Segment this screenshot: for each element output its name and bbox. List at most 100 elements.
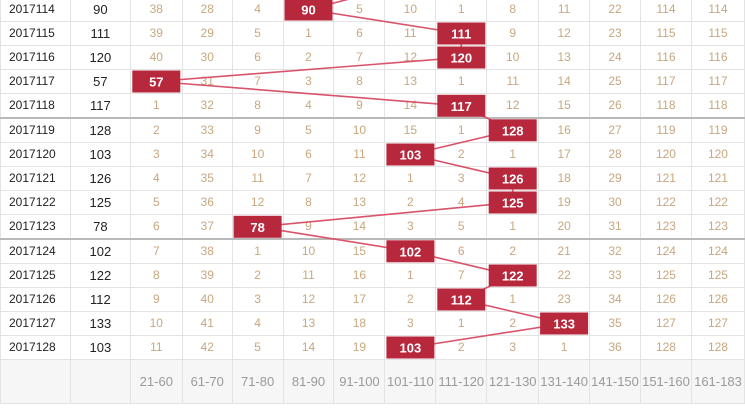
draw-value: 57 bbox=[69, 69, 131, 94]
issue-label: 2017114 bbox=[0, 0, 71, 22]
miss-count-cell: 23 bbox=[589, 21, 641, 46]
miss-count-cell: 24 bbox=[589, 45, 641, 70]
miss-count-cell: 125 bbox=[640, 263, 692, 288]
miss-count-cell: 12 bbox=[231, 190, 284, 215]
miss-count-cell: 14 bbox=[384, 93, 437, 119]
miss-count-cell: 33 bbox=[589, 263, 641, 288]
draw-value: 128 bbox=[69, 117, 131, 143]
miss-count-cell: 1 bbox=[231, 238, 284, 264]
miss-count-cell: 26 bbox=[589, 93, 641, 119]
table-row: 2017126 112 9 40 3 12 17 2 1 23 34 126 126 bbox=[0, 287, 745, 312]
miss-count-cell: 3 bbox=[129, 142, 183, 167]
miss-count-cell: 9 bbox=[486, 21, 540, 46]
miss-count-cell: 31 bbox=[589, 214, 641, 240]
draw-value: 120 bbox=[69, 45, 131, 70]
miss-count-cell: 120 bbox=[640, 142, 692, 167]
miss-count-cell: 114 bbox=[690, 0, 745, 22]
hit-cell bbox=[435, 287, 488, 312]
miss-count-cell: 13 bbox=[333, 190, 386, 215]
miss-count-cell: 14 bbox=[538, 69, 591, 94]
table-row: 2017115 111 39 29 5 1 6 11 9 12 23 115 115 bbox=[0, 21, 745, 46]
issue-label: 2017121 bbox=[0, 166, 71, 191]
miss-count-cell: 121 bbox=[640, 166, 692, 191]
table-row: 2017114 90 38 28 4 5 10 1 8 11 22 114 114 bbox=[0, 0, 745, 22]
draw-value: 133 bbox=[69, 311, 131, 336]
draw-value: 111 bbox=[69, 21, 131, 46]
miss-count-cell: 4 bbox=[129, 166, 183, 191]
table-row: 2017124 102 7 38 1 10 15 6 2 21 32 124 124 bbox=[0, 238, 745, 264]
miss-count-cell: 33 bbox=[181, 117, 233, 143]
issue-label: 2017123 bbox=[0, 214, 71, 240]
miss-count-cell: 39 bbox=[181, 263, 233, 288]
miss-count-cell: 8 bbox=[282, 190, 335, 215]
miss-count-cell: 11 bbox=[538, 0, 591, 22]
miss-count-cell: 10 bbox=[231, 142, 284, 167]
miss-count-cell: 1 bbox=[538, 335, 591, 360]
miss-count-cell: 5 bbox=[129, 190, 183, 215]
miss-count-cell: 15 bbox=[538, 93, 591, 119]
miss-count-cell: 119 bbox=[640, 117, 692, 143]
miss-count-cell: 7 bbox=[435, 263, 488, 288]
miss-count-cell: 122 bbox=[640, 190, 692, 215]
draw-value: 90 bbox=[69, 0, 131, 22]
miss-count-cell: 118 bbox=[640, 93, 692, 119]
miss-count-cell: 39 bbox=[129, 21, 183, 46]
hit-cell bbox=[486, 166, 540, 191]
miss-count-cell: 123 bbox=[640, 214, 692, 240]
table-row: 2017117 57 31 7 3 8 13 1 11 14 25 117 117 bbox=[0, 69, 745, 94]
issue-label: 2017125 bbox=[0, 263, 71, 288]
miss-count-cell: 41 bbox=[181, 311, 233, 336]
miss-count-cell: 32 bbox=[181, 93, 233, 119]
miss-count-cell: 6 bbox=[231, 45, 284, 70]
miss-count-cell: 11 bbox=[384, 21, 437, 46]
miss-count-cell: 6 bbox=[435, 238, 488, 264]
miss-count-cell: 19 bbox=[538, 190, 591, 215]
draw-value: 78 bbox=[69, 214, 131, 240]
column-range-label: 131-140 bbox=[538, 359, 591, 404]
miss-count-cell: 6 bbox=[333, 21, 386, 46]
miss-count-cell: 30 bbox=[181, 45, 233, 70]
table-row: 2017118 117 1 32 8 4 9 14 12 15 26 118 118 bbox=[0, 93, 745, 119]
miss-count-cell: 115 bbox=[640, 21, 692, 46]
miss-count-cell: 11 bbox=[129, 335, 183, 360]
miss-count-cell: 1 bbox=[384, 263, 437, 288]
miss-count-cell: 1 bbox=[282, 21, 335, 46]
miss-count-cell: 5 bbox=[231, 335, 284, 360]
miss-count-cell: 6 bbox=[129, 214, 183, 240]
miss-count-cell: 4 bbox=[282, 93, 335, 119]
miss-count-cell: 128 bbox=[690, 335, 745, 360]
miss-count-cell: 15 bbox=[333, 238, 386, 264]
issue-label: 2017115 bbox=[0, 21, 71, 46]
table-row: 2017123 78 6 37 9 14 3 5 1 20 31 123 123 bbox=[0, 214, 745, 240]
hit-cell bbox=[384, 335, 437, 360]
miss-count-cell: 3 bbox=[384, 311, 437, 336]
table-row: 2017120 103 3 34 10 6 11 2 1 17 28 120 120 bbox=[0, 142, 745, 167]
issue-label: 2017126 bbox=[0, 287, 71, 312]
miss-count-cell: 1 bbox=[486, 287, 540, 312]
table-row: 2017116 120 40 30 6 2 7 12 10 13 24 116 116 bbox=[0, 45, 745, 70]
footer-empty-cell bbox=[69, 359, 131, 404]
miss-count-cell: 19 bbox=[333, 335, 386, 360]
miss-count-cell: 36 bbox=[181, 190, 233, 215]
miss-count-cell: 29 bbox=[181, 21, 233, 46]
miss-count-cell: 40 bbox=[181, 287, 233, 312]
miss-count-cell: 124 bbox=[690, 238, 745, 264]
miss-count-cell: 1 bbox=[384, 166, 437, 191]
column-range-label: 151-160 bbox=[640, 359, 692, 404]
miss-count-cell: 118 bbox=[690, 93, 745, 119]
column-range-label: 161-183 bbox=[690, 359, 745, 404]
miss-count-cell: 5 bbox=[435, 214, 488, 240]
column-range-label: 81-90 bbox=[282, 359, 335, 404]
miss-count-cell: 21 bbox=[538, 238, 591, 264]
issue-label: 2017119 bbox=[0, 117, 71, 143]
miss-count-cell: 38 bbox=[129, 0, 183, 22]
miss-count-cell: 6 bbox=[282, 142, 335, 167]
miss-count-cell: 34 bbox=[181, 142, 233, 167]
hit-cell bbox=[538, 311, 591, 336]
miss-count-cell: 9 bbox=[282, 214, 335, 240]
miss-count-cell: 27 bbox=[589, 117, 641, 143]
miss-count-cell: 10 bbox=[333, 117, 386, 143]
miss-count-cell: 1 bbox=[435, 69, 488, 94]
miss-count-cell: 3 bbox=[435, 166, 488, 191]
